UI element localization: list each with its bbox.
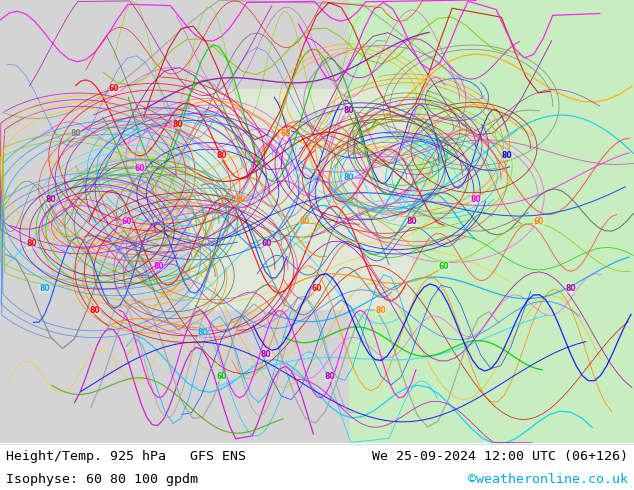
Text: 80: 80 — [27, 240, 37, 248]
Text: 80: 80 — [261, 350, 271, 359]
Text: Isophyse: 60 80 100 gpdm: Isophyse: 60 80 100 gpdm — [6, 473, 198, 486]
Text: We 25-09-2024 12:00 UTC (06+126): We 25-09-2024 12:00 UTC (06+126) — [372, 450, 628, 463]
Text: 80: 80 — [566, 284, 576, 293]
Text: 60: 60 — [122, 217, 132, 226]
Text: 80: 80 — [172, 120, 183, 129]
Text: 80: 80 — [375, 306, 385, 315]
Text: 80: 80 — [39, 284, 49, 293]
Text: 60: 60 — [439, 262, 449, 270]
Text: 80: 80 — [236, 195, 246, 204]
Text: 60: 60 — [312, 284, 322, 293]
Text: ©weatheronline.co.uk: ©weatheronline.co.uk — [468, 473, 628, 486]
Text: 60: 60 — [134, 164, 145, 173]
Text: 60: 60 — [534, 217, 544, 226]
Bar — [349, 0, 634, 443]
Text: 80: 80 — [90, 306, 100, 315]
Text: 80: 80 — [344, 106, 354, 115]
Text: 80: 80 — [344, 173, 354, 182]
Bar — [190, 89, 412, 311]
Text: 80: 80 — [153, 262, 164, 270]
Text: 60: 60 — [280, 128, 290, 138]
Text: 80: 80 — [502, 151, 512, 160]
Text: Height/Temp. 925 hPa   GFS ENS: Height/Temp. 925 hPa GFS ENS — [6, 450, 247, 463]
Bar — [0, 0, 349, 443]
Text: 80: 80 — [46, 195, 56, 204]
Text: 80: 80 — [217, 151, 227, 160]
Text: 80: 80 — [325, 372, 335, 381]
Text: 60: 60 — [261, 240, 271, 248]
Text: 80: 80 — [299, 217, 309, 226]
Text: 80: 80 — [470, 195, 481, 204]
Text: 80: 80 — [198, 328, 208, 337]
Text: 80: 80 — [71, 128, 81, 138]
Text: 80: 80 — [407, 217, 417, 226]
Text: 60: 60 — [217, 372, 227, 381]
Text: 60: 60 — [109, 84, 119, 93]
